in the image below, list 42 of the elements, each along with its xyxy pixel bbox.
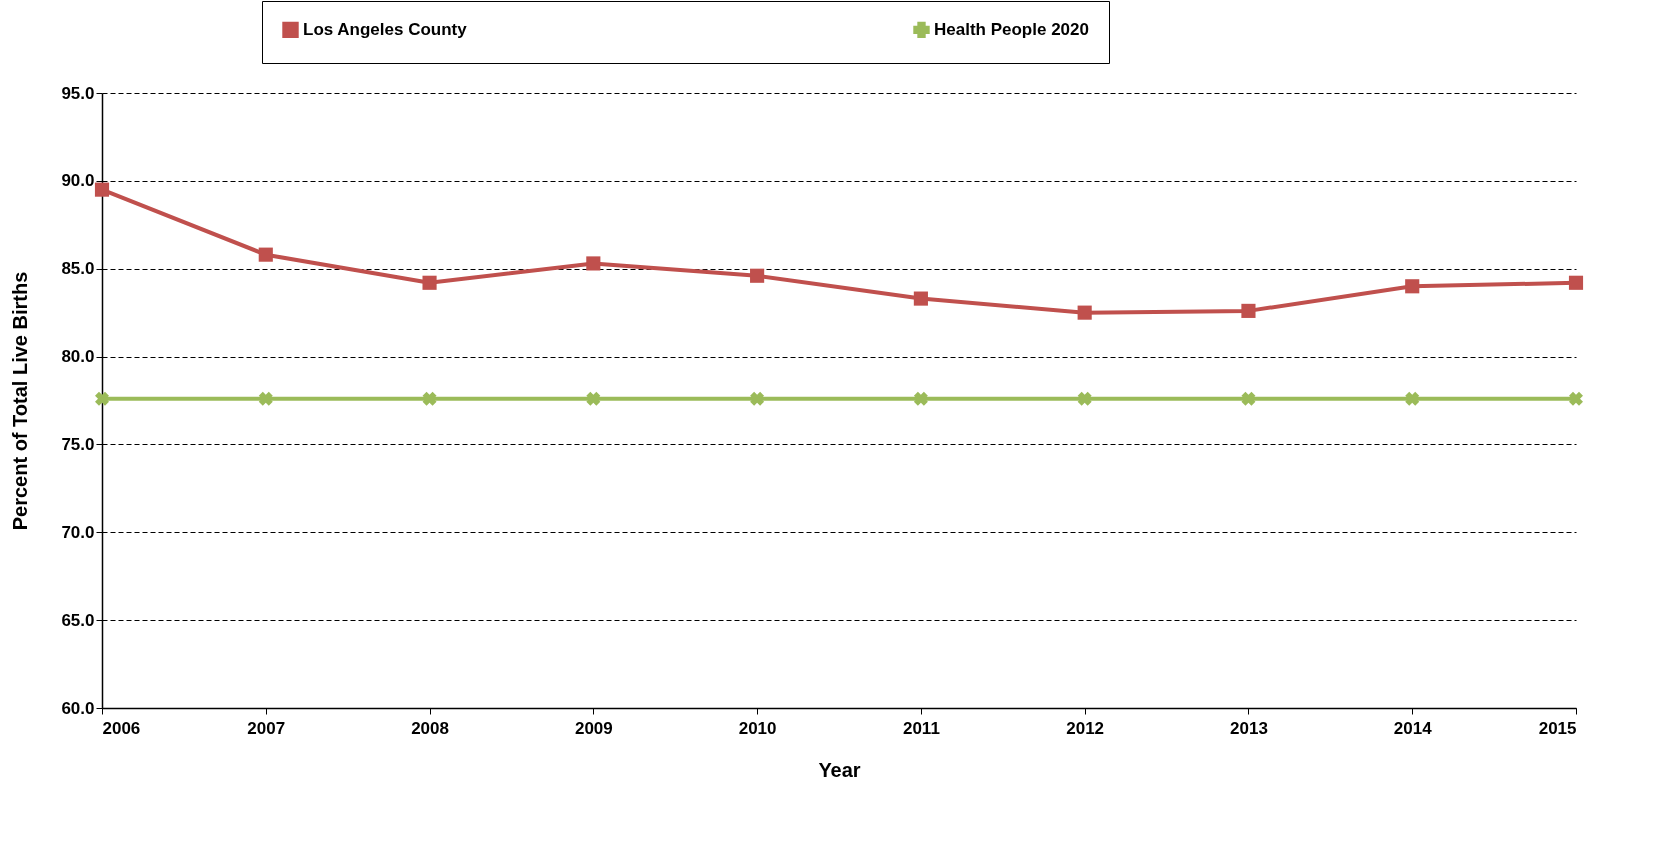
point xyxy=(258,247,273,262)
x-tick-label: 2012 xyxy=(1066,718,1105,738)
y-tick-label: 60.0 xyxy=(61,698,95,718)
point xyxy=(913,391,928,406)
legend-label: Los Angeles County xyxy=(303,19,468,39)
point xyxy=(422,275,437,290)
point xyxy=(750,268,765,283)
y-tick-label: 90.0 xyxy=(61,171,95,191)
point xyxy=(1568,275,1584,290)
x-tick-label: 2009 xyxy=(574,718,613,738)
x-tick-label: 2008 xyxy=(411,718,449,738)
point xyxy=(1241,303,1256,318)
x-tick-label: 2013 xyxy=(1230,718,1268,738)
point xyxy=(258,391,273,406)
x-tick-label: 2014 xyxy=(1393,718,1433,738)
point xyxy=(586,391,601,406)
y-tick-label: 75.0 xyxy=(61,434,95,454)
x-tick-label: 2007 xyxy=(247,718,286,738)
y-tick-label: 85.0 xyxy=(61,259,95,279)
y-tick-label: 65.0 xyxy=(61,610,95,630)
y-tick-label: 70.0 xyxy=(61,522,95,542)
point xyxy=(1405,279,1420,294)
point xyxy=(913,291,928,306)
point xyxy=(750,391,765,406)
x-tick-label: 2006 xyxy=(102,718,141,738)
y-axis-title: Percent of Total Live Births xyxy=(9,271,32,531)
x-tick-label: 2010 xyxy=(738,718,777,738)
point xyxy=(1077,391,1092,406)
x-axis-title: Year xyxy=(818,758,861,781)
point xyxy=(95,391,109,406)
point xyxy=(94,182,110,197)
point xyxy=(1241,391,1256,406)
x-tick-label: 2011 xyxy=(902,718,940,738)
point xyxy=(422,391,437,406)
x-tick-label: 2015 xyxy=(1538,718,1577,738)
y-tick-label: 80.0 xyxy=(61,347,95,367)
point xyxy=(1405,391,1420,406)
legend-label: Health People 2020 xyxy=(934,19,1089,39)
y-tick-label: 95.0 xyxy=(61,83,95,103)
point xyxy=(586,256,601,271)
point xyxy=(1569,391,1583,406)
point xyxy=(1077,305,1092,320)
